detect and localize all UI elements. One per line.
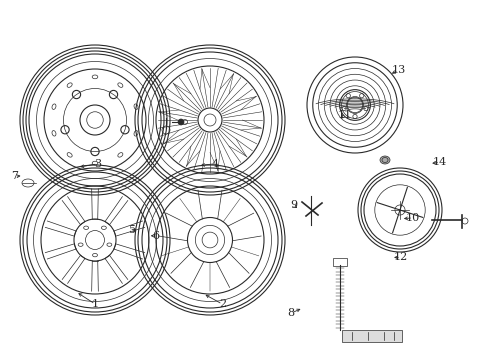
Text: 6: 6 — [152, 231, 159, 241]
Text: 1: 1 — [92, 299, 99, 309]
Text: 13: 13 — [390, 65, 405, 75]
Bar — [332, 258, 346, 266]
Text: 12: 12 — [393, 252, 407, 262]
Text: 8: 8 — [287, 308, 294, 318]
Text: 4: 4 — [211, 159, 218, 169]
Ellipse shape — [379, 156, 389, 164]
Circle shape — [178, 119, 183, 125]
Bar — [341, 330, 401, 342]
Text: 2: 2 — [219, 299, 225, 309]
Text: 7: 7 — [11, 171, 18, 181]
Text: 11: 11 — [337, 110, 351, 120]
Text: 5: 5 — [129, 225, 136, 235]
Text: 14: 14 — [432, 157, 447, 167]
Text: 3: 3 — [94, 159, 101, 169]
Text: 10: 10 — [405, 213, 420, 223]
Text: 9: 9 — [289, 200, 296, 210]
